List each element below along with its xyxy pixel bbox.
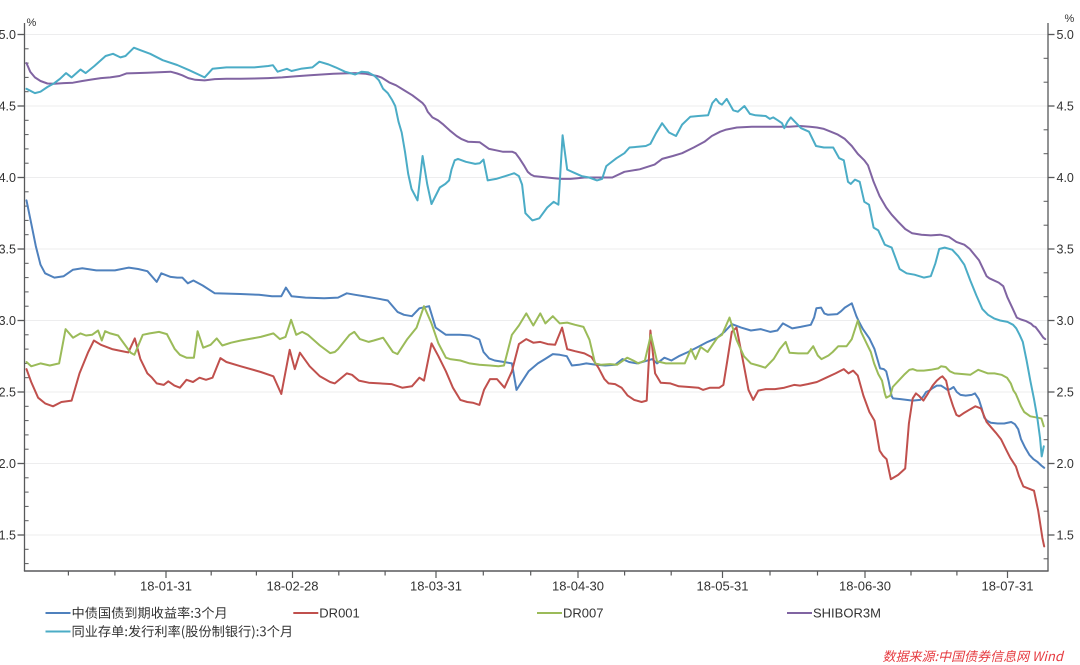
svg-text:3.0: 3.0 — [0, 314, 16, 328]
svg-text:%: % — [27, 17, 37, 29]
svg-text:18-05-31: 18-05-31 — [696, 579, 748, 594]
svg-text:4.5: 4.5 — [1057, 99, 1074, 113]
svg-text:18-04-30: 18-04-30 — [552, 579, 604, 594]
svg-text:3.5: 3.5 — [0, 242, 16, 256]
svg-text:4.0: 4.0 — [1057, 171, 1074, 185]
svg-text:18-02-28: 18-02-28 — [266, 579, 318, 594]
svg-text:%: % — [1065, 13, 1075, 25]
svg-text:2.0: 2.0 — [1057, 457, 1074, 471]
svg-text:4.5: 4.5 — [0, 99, 16, 113]
svg-text:DR007: DR007 — [563, 606, 603, 621]
svg-text:2.5: 2.5 — [0, 385, 16, 399]
svg-text:3.0: 3.0 — [1057, 314, 1074, 328]
svg-text:3.5: 3.5 — [1057, 242, 1074, 256]
svg-text:1.5: 1.5 — [1057, 528, 1074, 542]
svg-text:SHIBOR3M: SHIBOR3M — [813, 606, 881, 621]
svg-text:5.0: 5.0 — [1057, 28, 1074, 42]
svg-text:18-01-31: 18-01-31 — [140, 579, 192, 594]
svg-text:18-07-31: 18-07-31 — [981, 579, 1033, 594]
svg-text:DR001: DR001 — [319, 606, 359, 621]
svg-text:2.5: 2.5 — [1057, 385, 1074, 399]
svg-text:1.5: 1.5 — [0, 528, 16, 542]
svg-text:4.0: 4.0 — [0, 171, 16, 185]
svg-text:18-03-31: 18-03-31 — [410, 579, 462, 594]
svg-text:5.0: 5.0 — [0, 28, 16, 42]
svg-text:2.0: 2.0 — [0, 457, 16, 471]
svg-text:18-06-30: 18-06-30 — [839, 579, 891, 594]
